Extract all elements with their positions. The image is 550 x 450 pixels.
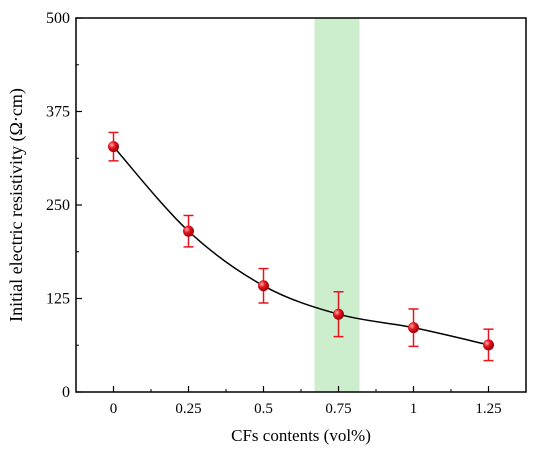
plot-frame: [75, 17, 527, 393]
x-tick-label: 1.25: [475, 401, 501, 417]
data-point: [408, 322, 419, 334]
x-tick-label: 0.25: [175, 401, 201, 417]
data-point: [183, 225, 194, 237]
y-tick-label: 250: [46, 197, 70, 214]
y-axis-label: Initial electric resistivity (Ω·cm): [6, 88, 27, 322]
y-axis-ticks: 0 125 250 375 500: [46, 10, 82, 401]
error-bars: [108, 131, 494, 362]
x-axis-ticks: 0 0.25 0.5 0.75 1 1.25: [110, 386, 502, 417]
x-tick-label: 0.5: [254, 401, 273, 417]
x-tick-label: 0: [110, 401, 118, 417]
x-tick-label: 1: [410, 401, 418, 417]
y-tick-label: 500: [46, 10, 70, 27]
y-tick-label: 375: [46, 104, 70, 121]
y-tick-label: 0: [62, 384, 70, 401]
data-point: [333, 308, 344, 320]
highlight-band: [314, 18, 360, 392]
data-points: [108, 141, 494, 351]
data-point: [483, 339, 494, 351]
data-point: [108, 141, 119, 153]
series-line: [112, 146, 489, 346]
data-point: [258, 280, 269, 292]
x-tick-label: 0.75: [325, 401, 351, 417]
y-tick-label: 125: [46, 291, 70, 308]
x-axis-label: CFs contents (vol%): [231, 426, 371, 445]
